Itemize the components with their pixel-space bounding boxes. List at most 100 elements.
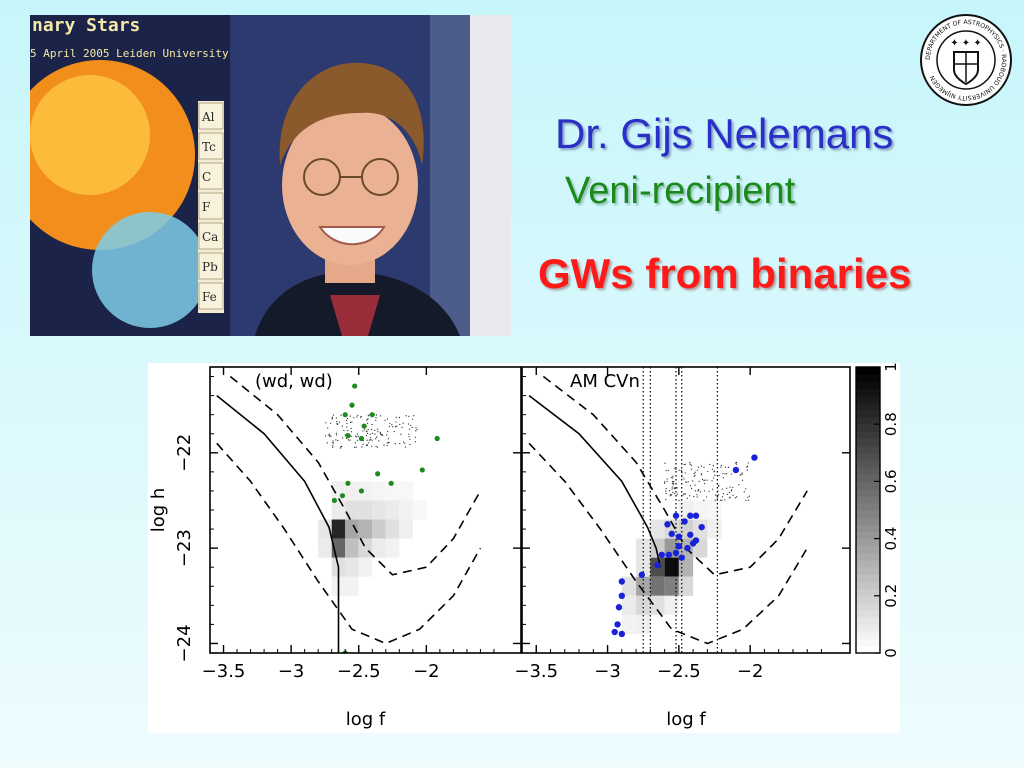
- density-cell: [345, 500, 359, 520]
- density-cell: [372, 519, 386, 539]
- background-dot: [701, 474, 703, 476]
- background-dot: [714, 474, 716, 476]
- colorbar-step: [856, 481, 880, 490]
- background-dot: [732, 486, 734, 489]
- background-dot: [699, 491, 702, 493]
- background-dot: [347, 439, 350, 441]
- background-dot: [382, 434, 384, 436]
- colorbar-step: [856, 517, 880, 525]
- background-dot: [346, 422, 348, 424]
- system-point: [675, 533, 683, 540]
- background-dot: [365, 434, 368, 437]
- background-dot: [412, 418, 414, 420]
- background-dot: [409, 438, 411, 440]
- background-dot: [336, 434, 338, 436]
- x-tick-label: −2: [737, 661, 764, 682]
- background-dot: [709, 463, 711, 466]
- colorbar-step: [856, 595, 880, 604]
- background-dot: [346, 426, 348, 428]
- background-dot: [735, 496, 738, 498]
- background-dot: [356, 433, 359, 435]
- colorbar-step: [856, 624, 880, 633]
- background-dot: [407, 423, 410, 425]
- background-dot: [375, 419, 377, 421]
- colorbar-step: [856, 452, 880, 461]
- background-dot: [713, 477, 715, 479]
- background-dot: [398, 416, 401, 419]
- background-dot: [383, 444, 385, 446]
- background-dot: [681, 476, 683, 478]
- background-dot: [672, 491, 674, 493]
- colorbar-step: [856, 588, 880, 597]
- system-point: [361, 423, 367, 429]
- portrait-photo: nary Stars 5 April 2005 Leiden Universit…: [30, 15, 511, 336]
- background-dot: [366, 432, 369, 434]
- system-point: [358, 488, 365, 494]
- background-dot: [365, 419, 368, 421]
- background-dot: [708, 490, 710, 492]
- background-dot: [332, 446, 334, 448]
- background-dot: [370, 428, 372, 430]
- background-dot: [703, 466, 705, 469]
- background-dot: [694, 474, 696, 476]
- background-dot: [364, 429, 366, 431]
- background-dot: [350, 435, 352, 437]
- background-dot: [408, 433, 410, 435]
- background-dot: [741, 479, 744, 481]
- system-point: [349, 402, 355, 408]
- colorbar-step: [856, 395, 880, 404]
- background-dot: [690, 464, 692, 466]
- density-cell: [358, 519, 373, 539]
- poster-element-label: Al: [201, 110, 215, 124]
- background-dot: [717, 485, 720, 487]
- background-dot: [402, 422, 404, 424]
- background-dot: [366, 444, 368, 446]
- background-dot: [386, 434, 388, 436]
- background-dot: [707, 470, 709, 473]
- system-point: [689, 540, 697, 547]
- background-dot: [386, 418, 389, 420]
- y-axis-label: log h: [148, 488, 169, 533]
- background-dot: [415, 427, 417, 429]
- background-dot: [668, 490, 671, 492]
- colorbar-tick-label: 1: [882, 363, 900, 372]
- background-dot: [388, 425, 390, 428]
- background-dot: [711, 480, 713, 482]
- background-dot: [734, 497, 736, 499]
- background-dot: [370, 439, 372, 441]
- background-dot: [694, 484, 696, 486]
- background-dot: [693, 473, 695, 475]
- background-dot: [338, 421, 341, 423]
- background-dot: [408, 428, 411, 430]
- system-point: [345, 480, 351, 486]
- background-dot: [399, 423, 401, 426]
- system-point: [618, 578, 626, 585]
- colorbar-step: [856, 610, 880, 618]
- colorbar-step: [856, 488, 880, 497]
- background-dot: [671, 480, 674, 483]
- background-dot: [672, 484, 674, 486]
- background-dot: [696, 469, 699, 471]
- university-seal: DEPARTMENT OF ASTROPHYSICS · RADBOUD UNI…: [920, 14, 1012, 106]
- background-dot: [335, 417, 337, 419]
- background-dot: [405, 415, 407, 417]
- x-tick-label: −3.5: [514, 661, 558, 682]
- background-dot: [747, 499, 749, 501]
- density-cell: [385, 519, 400, 539]
- system-point: [434, 435, 440, 442]
- background-dot: [367, 422, 369, 424]
- background-dot: [712, 488, 714, 490]
- system-point: [339, 493, 346, 499]
- background-dot: [332, 445, 334, 447]
- system-point: [672, 512, 680, 519]
- background-dot: [664, 462, 666, 464]
- background-dot: [340, 414, 342, 416]
- poster-element-label: C: [202, 170, 211, 184]
- density-cell: [707, 500, 722, 520]
- colorbar-step: [856, 638, 880, 647]
- background-dot: [335, 439, 337, 441]
- background-dot: [386, 442, 388, 444]
- background-dot: [335, 432, 337, 434]
- colorbar-step: [856, 631, 880, 640]
- background-dot: [368, 439, 371, 441]
